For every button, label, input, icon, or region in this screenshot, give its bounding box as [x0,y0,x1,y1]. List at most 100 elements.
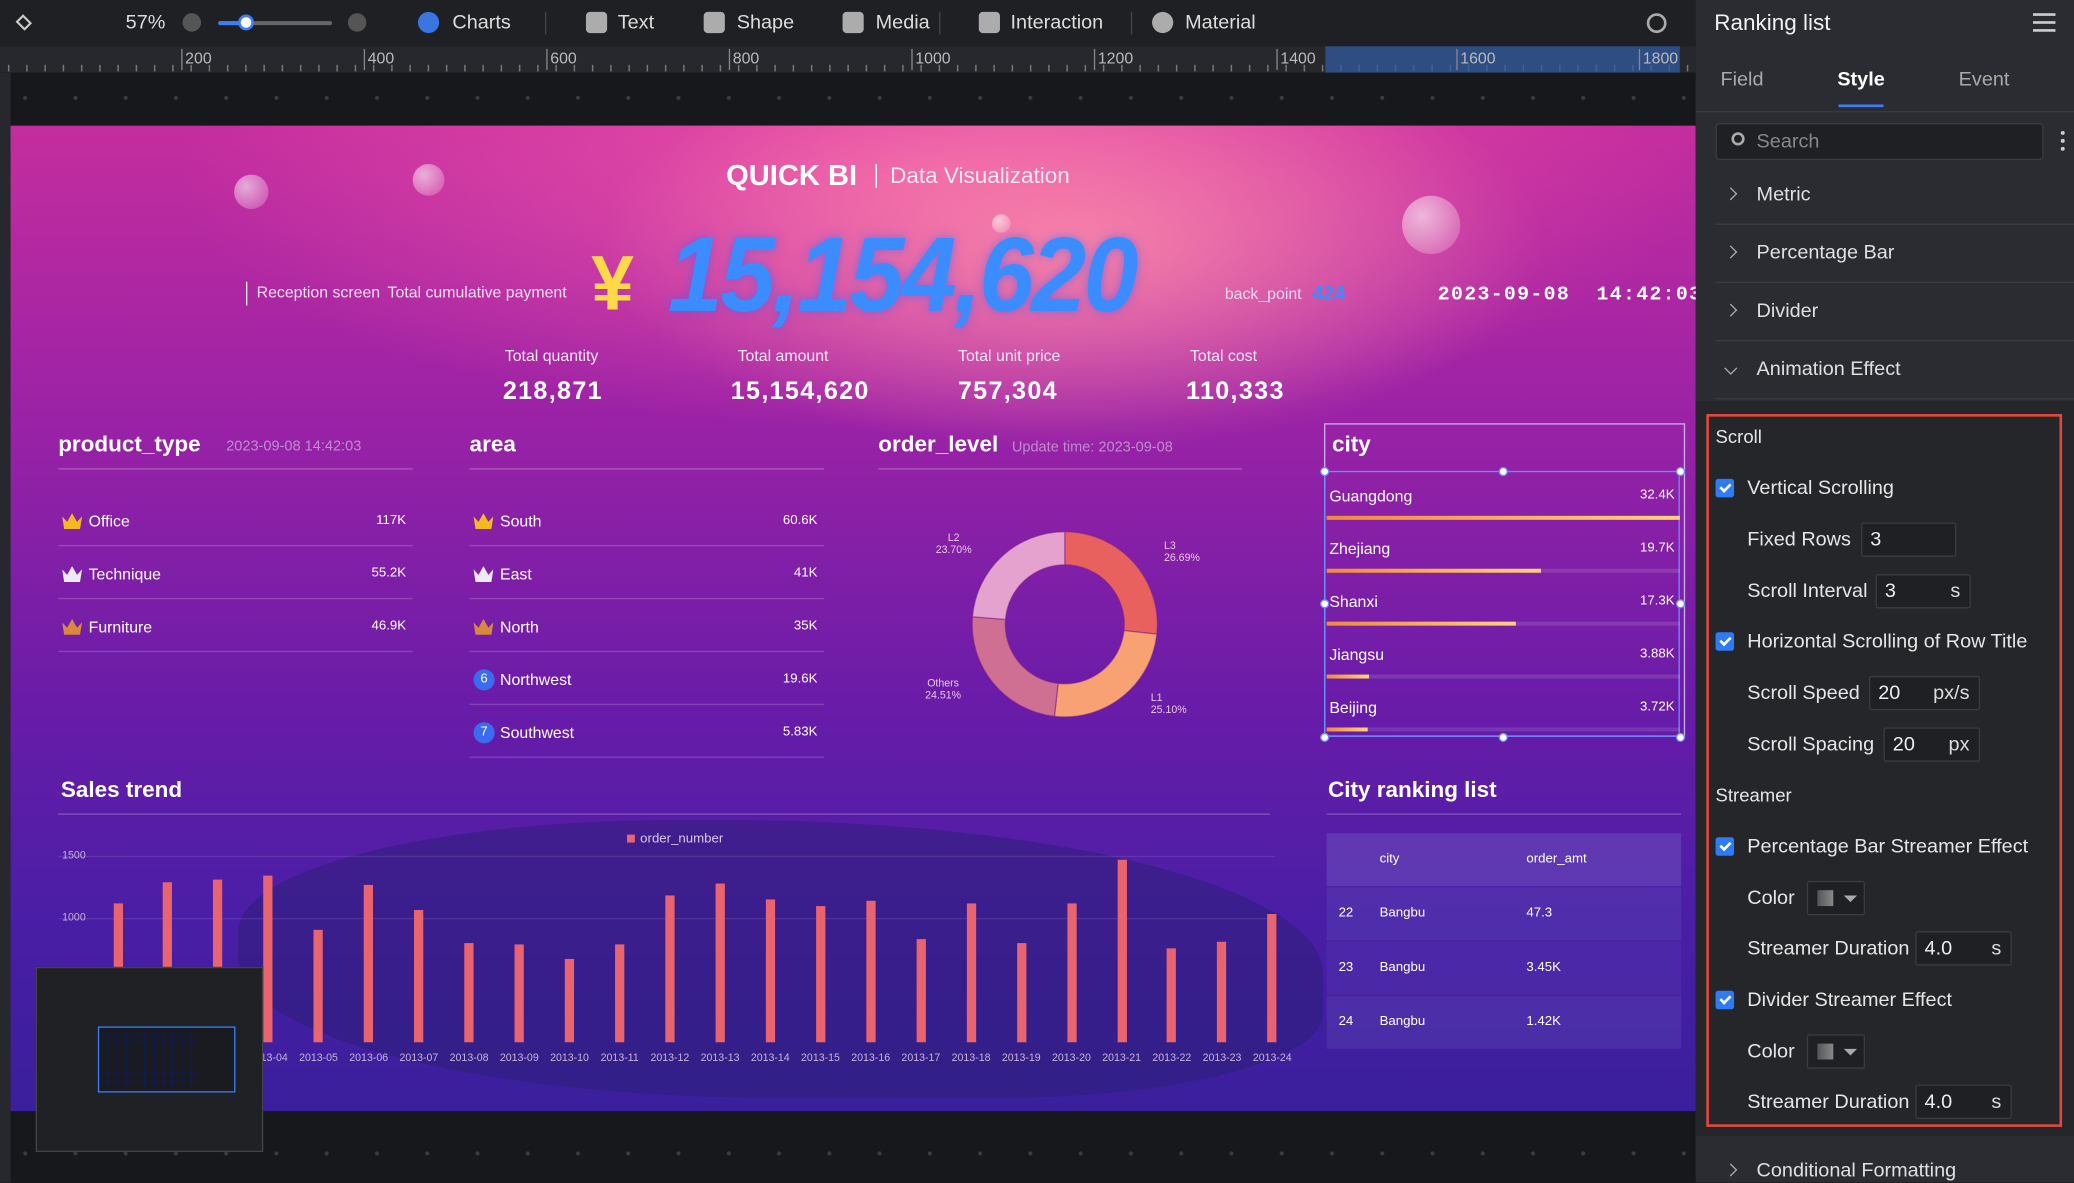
number-input[interactable] [1883,727,1981,762]
menu-icon-line[interactable] [2032,29,2056,32]
row-value: 19.7K [1639,540,1675,556]
resize-handle[interactable] [1319,598,1329,608]
percentage-bar [1326,621,1516,626]
toolbar-item[interactable]: Shape [736,11,795,34]
resize-handle[interactable] [1675,732,1685,742]
ruler-major-tick [911,48,913,71]
checkbox[interactable] [1715,632,1735,651]
number-input[interactable] [1868,675,1981,711]
toolbar-icon[interactable] [1152,11,1174,34]
input-unit: px/s [1933,681,1970,705]
legend-label: order_number [640,831,724,847]
section-header[interactable]: Conditional Formatting [1756,1159,1957,1182]
toolbar-icon[interactable] [417,11,440,34]
setting-label: Streamer Duration [1747,937,1910,960]
more-icon-dot[interactable] [2060,138,2065,143]
number-input[interactable] [1915,931,2012,966]
input-value: 4.0 [1924,1090,1953,1114]
toolbar-icon[interactable] [703,11,725,34]
table-cell: 22 [1338,906,1354,921]
zoom-out[interactable] [182,13,202,32]
bar [1217,941,1227,1043]
tab[interactable]: Style [1837,68,1885,91]
payment-label: Total cumulative payment [387,283,567,302]
panel-underline [1326,813,1682,815]
table-row [1326,887,1682,941]
tab[interactable]: Event [1958,68,2010,91]
section-header[interactable]: Animation Effect [1756,357,1901,381]
number-input[interactable] [1861,522,1957,557]
section-divider [1715,223,2074,225]
checkbox[interactable] [1715,478,1735,498]
toolbar-item[interactable]: Material [1185,11,1256,34]
x-tick-label: 2013-04 [248,1051,288,1064]
toolbar-item[interactable]: Text [617,11,655,34]
row-value: 55.2K [371,566,407,581]
setting-label[interactable]: Divider Streamer Effect [1747,988,1953,1012]
resize-handle[interactable] [1319,732,1329,742]
highlight-box [1706,414,2063,1127]
tab[interactable]: Field [1720,68,1764,91]
row-value: 46.9K [371,619,407,634]
bar [1016,942,1026,1043]
total-payment: 15,154,620 [667,215,1138,334]
kpi-label: Total amount [737,346,829,366]
setting-label[interactable]: Horizontal Scrolling of Row Title [1747,630,2028,653]
setting-label: Streamer Duration [1747,1090,1910,1114]
row-value: 60.6K [782,513,818,528]
zoom-knob[interactable] [238,14,254,31]
toolbar-item[interactable]: Media [875,11,930,34]
input-unit: s [1950,580,1961,603]
legend-swatch [626,834,635,843]
donut-segment [971,616,1059,718]
section-header[interactable]: Metric [1756,183,1811,206]
vertical-ruler [0,72,11,1183]
resize-handle[interactable] [1497,466,1508,476]
ruler-major-tick [728,48,731,71]
ruler-label: 1600 [1460,48,1496,68]
panel-title: order_level [878,431,999,457]
search-box[interactable] [1715,123,2044,161]
input-value: 4.0 [1924,937,1953,960]
row-value: 32.4K [1639,488,1675,503]
row-divider [469,544,825,547]
zoom-slider[interactable] [218,21,332,26]
resize-handle[interactable] [1675,466,1685,476]
table-cell: Bangbu [1379,1014,1426,1030]
setting-label[interactable]: Vertical Scrolling [1747,476,1894,500]
panel-time: 2023-09-08 14:42:03 [226,438,362,455]
resize-handle[interactable] [1319,466,1329,476]
checkbox[interactable] [1715,837,1735,856]
settings-icon[interactable] [1646,13,1667,34]
toolbar-item[interactable]: Charts [452,11,511,34]
setting-label[interactable]: Percentage Bar Streamer Effect [1747,835,2029,858]
section-header[interactable]: Percentage Bar [1756,241,1895,264]
x-tick-label: 2013-13 [700,1051,740,1064]
section-header[interactable]: Divider [1756,299,1819,323]
zoom-in[interactable] [347,13,367,32]
toolbar-divider [544,11,547,35]
bar [1117,859,1127,1043]
number-input[interactable] [1875,574,1971,609]
x-tick-label: 2013-06 [349,1051,389,1064]
number-input[interactable] [1915,1084,2012,1120]
more-icon-dot[interactable] [2060,146,2065,151]
donut-segment [1064,531,1159,635]
toolbar-item[interactable]: Interaction [1010,11,1104,34]
ruler-label: 1800 [1642,48,1679,68]
toolbar-icon[interactable] [842,11,864,34]
brand: QUICK BI [726,158,858,192]
checkbox[interactable] [1715,990,1735,1010]
toolbar-icon[interactable] [585,11,608,34]
bar [715,883,725,1043]
donut-label-value: 26.69% [1163,551,1200,564]
more-icon-dot[interactable] [2060,130,2065,135]
x-tick-label: 2013-05 [299,1051,338,1064]
menu-icon-line[interactable] [2032,21,2056,24]
ruler-label: 800 [732,48,760,68]
resize-handle[interactable] [1675,598,1685,608]
menu-icon-line[interactable] [2032,13,2056,16]
dashboard [10,125,1696,1112]
toolbar-icon[interactable] [978,11,1000,34]
resize-handle[interactable] [1497,732,1508,742]
